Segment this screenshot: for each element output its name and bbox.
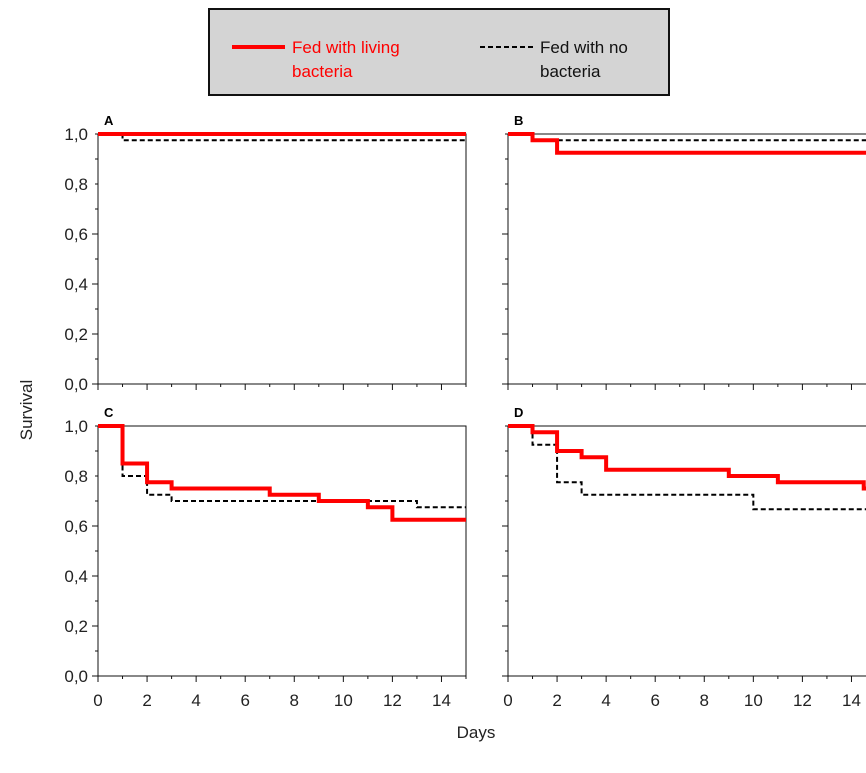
x-tick-label: 8 bbox=[290, 691, 299, 710]
y-tick-label: 0,2 bbox=[64, 617, 88, 636]
x-tick-label: 0 bbox=[503, 691, 512, 710]
panel-letter: C bbox=[104, 405, 114, 420]
x-tick-label: 10 bbox=[744, 691, 763, 710]
x-tick-label: 2 bbox=[552, 691, 561, 710]
legend: Fed with living bacteria Fed with no bac… bbox=[208, 8, 670, 96]
panel-frame bbox=[507, 133, 866, 385]
x-tick-label: 12 bbox=[793, 691, 812, 710]
x-tick-label: 12 bbox=[383, 691, 402, 710]
panel-frame bbox=[97, 425, 467, 677]
series-no-bacteria bbox=[508, 425, 866, 511]
y-tick-label: 0,4 bbox=[64, 567, 88, 586]
panel-b: B bbox=[502, 113, 866, 390]
x-axis-title: Days bbox=[457, 723, 496, 742]
y-tick-label: 0,4 bbox=[64, 275, 88, 294]
y-tick-label: 0,0 bbox=[64, 667, 88, 686]
x-tick-label: 10 bbox=[334, 691, 353, 710]
y-tick-label: 1,0 bbox=[64, 417, 88, 436]
legend-label-living-line1: Fed with living bbox=[292, 38, 400, 57]
series-living-bacteria bbox=[98, 424, 466, 522]
y-tick-label: 0,6 bbox=[64, 517, 88, 536]
panel-d: D 0 2 4 6 8 10 12 14 bbox=[502, 405, 866, 710]
panel-letter: A bbox=[104, 113, 114, 128]
x-tick-label: 14 bbox=[432, 691, 451, 710]
x-tick-label: 6 bbox=[240, 691, 249, 710]
series-no-bacteria bbox=[508, 133, 866, 142]
panel-c: C 0,0 0,2 0,4 0,6 0,8 1,0 0 2 4 6 8 10 12 14 bbox=[64, 405, 467, 710]
x-tick-label: 4 bbox=[191, 691, 200, 710]
panel-letter: B bbox=[514, 113, 523, 128]
y-tick-label: 1,0 bbox=[64, 125, 88, 144]
panel-frame bbox=[507, 425, 866, 677]
x-tick-label: 14 bbox=[842, 691, 861, 710]
x-tick-label: 8 bbox=[700, 691, 709, 710]
y-tick-label: 0,0 bbox=[64, 375, 88, 394]
y-tick-label: 0,8 bbox=[64, 175, 88, 194]
y-tick-label: 0,8 bbox=[64, 467, 88, 486]
series-living-bacteria bbox=[508, 132, 866, 155]
series-living-bacteria bbox=[508, 424, 866, 491]
x-tick-label: 6 bbox=[650, 691, 659, 710]
panel-a: A 0,0 0,2 0,4 0,6 0,8 1,0 bbox=[64, 113, 467, 394]
x-tick-label: 4 bbox=[601, 691, 610, 710]
legend-label-nobacteria-line2: bacteria bbox=[540, 62, 601, 81]
y-tick-label: 0,6 bbox=[64, 225, 88, 244]
panel-frame bbox=[97, 133, 467, 385]
x-tick-label: 0 bbox=[93, 691, 102, 710]
panel-letter: D bbox=[514, 405, 523, 420]
y-axis-title: Survival bbox=[17, 380, 36, 440]
x-tick-label: 2 bbox=[142, 691, 151, 710]
panels: A 0,0 0,2 0,4 0,6 0,8 1,0 B C 0,0 0,2 0,4 0,6 0,8 1,0 0… bbox=[64, 113, 866, 710]
legend-box bbox=[208, 8, 670, 96]
legend-label-nobacteria-line1: Fed with no bbox=[540, 38, 628, 57]
y-tick-label: 0,2 bbox=[64, 325, 88, 344]
legend-label-living-line2: bacteria bbox=[292, 62, 353, 81]
